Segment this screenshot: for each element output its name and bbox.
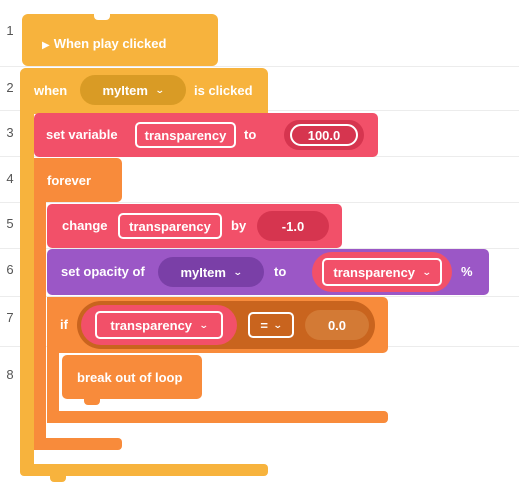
code-line-row — [0, 0, 519, 67]
to-label: to — [244, 127, 257, 142]
set-opacity-block[interactable]: set opacity of myItem ⌄ to transparency ⌄ … — [47, 249, 489, 295]
by-label: by — [231, 218, 247, 233]
variable-dropdown-value: transparency — [333, 264, 416, 280]
operator-dropdown[interactable]: = ⌄ — [248, 312, 294, 338]
variable-reporter[interactable]: transparency ⌄ — [312, 252, 452, 292]
when-play-clicked-block[interactable]: ▶ When play clicked — [22, 14, 218, 66]
set-variable-block[interactable]: set variable transparency to 100.0 — [34, 113, 378, 157]
line-number: 3 — [6, 125, 14, 140]
when-item-clicked-block[interactable]: when myItem ⌄ is clicked — [20, 68, 268, 482]
when-play-clicked-label: When play clicked — [53, 36, 167, 51]
line-number: 5 — [6, 216, 14, 231]
chevron-down-icon: ⌄ — [272, 319, 283, 330]
equals-condition[interactable]: transparency ⌄ = ⌄ 0.0 — [77, 301, 375, 349]
forever-label: forever — [47, 173, 92, 188]
percent-label: % — [461, 264, 473, 279]
play-icon: ▶ — [42, 40, 50, 51]
item-dropdown[interactable]: myItem ⌄ — [158, 257, 264, 287]
variable-name-value: transparency — [129, 218, 211, 234]
change-label: change — [62, 218, 108, 233]
code-line-row — [0, 156, 519, 203]
line-number: 6 — [6, 262, 14, 277]
variable-dropdown-value: transparency — [110, 317, 193, 333]
chevron-down-icon: ⌄ — [198, 319, 209, 330]
variable-reporter[interactable]: transparency ⌄ — [81, 305, 237, 345]
value-input[interactable]: 0.0 — [305, 310, 369, 340]
value-input[interactable]: -1.0 — [257, 211, 329, 241]
line-number: 1 — [6, 23, 14, 38]
if-label: if — [60, 317, 68, 332]
item-dropdown[interactable]: myItem ⌄ — [80, 75, 186, 105]
value-input[interactable]: 100.0 — [284, 120, 364, 150]
value-input-text: 0.0 — [327, 317, 347, 333]
chevron-down-icon: ⌄ — [154, 84, 165, 95]
when-label: when — [34, 83, 68, 98]
set-variable-label: set variable — [46, 127, 118, 142]
line-number: 4 — [6, 171, 14, 186]
change-variable-block[interactable]: change transparency by -1.0 — [47, 204, 342, 248]
is-clicked-label: is clicked — [194, 83, 253, 98]
variable-name-field[interactable]: transparency — [135, 122, 236, 148]
value-input-text: 100.0 — [307, 127, 341, 143]
value-input-text: -1.0 — [281, 218, 305, 234]
break-loop-block[interactable]: break out of loop — [62, 355, 202, 405]
chevron-down-icon: ⌄ — [421, 266, 432, 277]
variable-name-field[interactable]: transparency — [118, 213, 222, 239]
if-block[interactable]: if transparency ⌄ = ⌄ 0.0 — [47, 297, 388, 423]
line-number: 7 — [6, 310, 14, 325]
line-number: 8 — [6, 367, 14, 382]
set-opacity-label: set opacity of — [61, 264, 145, 279]
break-label: break out of loop — [77, 370, 183, 385]
operator-value: = — [260, 317, 269, 333]
item-dropdown-value: myItem — [102, 82, 148, 98]
to-label: to — [274, 264, 287, 279]
line-number: 2 — [6, 80, 14, 95]
code-line-row — [0, 248, 519, 297]
item-dropdown-value: myItem — [180, 264, 226, 280]
variable-name-value: transparency — [144, 127, 227, 143]
chevron-down-icon: ⌄ — [232, 266, 243, 277]
code-line-row — [0, 202, 519, 249]
forever-block[interactable]: forever — [34, 158, 122, 450]
